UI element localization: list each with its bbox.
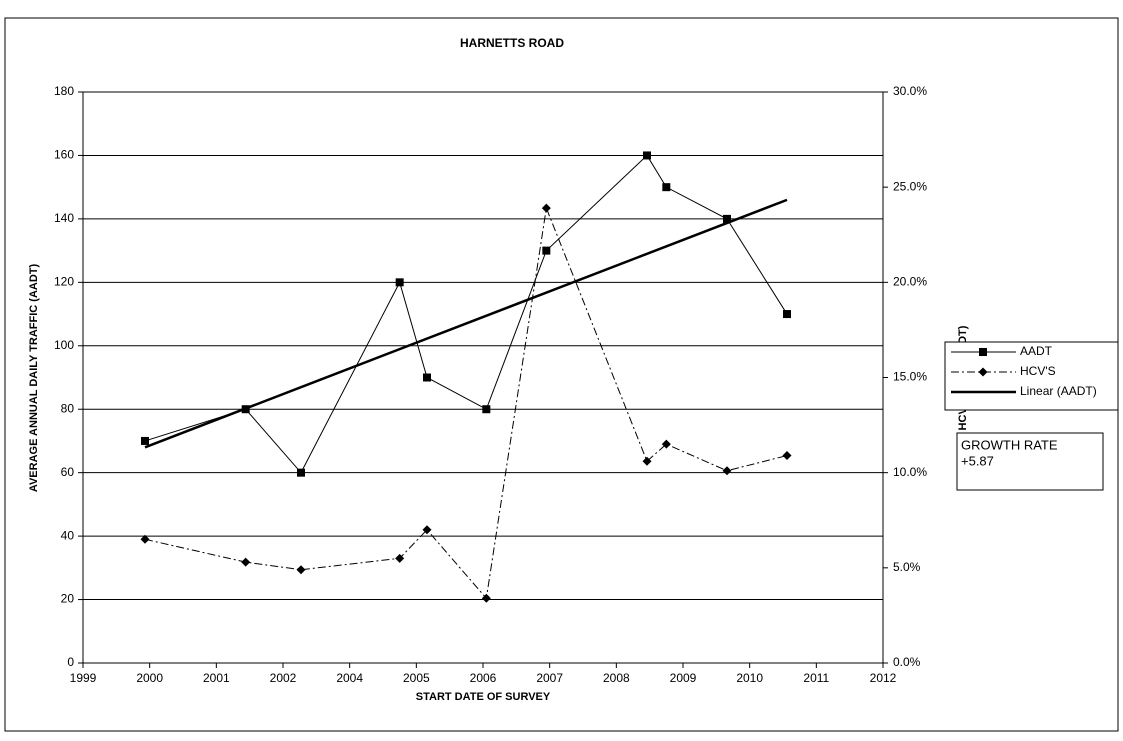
y2-tick-label: 15.0% [893,370,927,384]
x-tick-label: 2006 [470,671,497,685]
marker [296,565,306,575]
y-tick-label: 0 [67,655,74,669]
annotation-value: +5.87 [961,453,994,468]
legend-label: Linear (AADT) [1020,384,1097,398]
y-tick-label: 120 [54,275,74,289]
y2-tick-label: 30.0% [893,84,927,98]
marker [661,439,671,449]
x-tick-label: 2000 [136,671,163,685]
y-axis-label: AVERAGE ANNUAL DAILY TRAFFIC (AADT) [28,263,40,492]
y-tick-label: 40 [61,528,75,542]
y-tick-label: 160 [54,148,74,162]
marker [481,593,491,603]
marker [541,203,551,213]
marker [140,534,150,544]
x-tick-label: 2004 [336,671,363,685]
y2-tick-label: 20.0% [893,275,927,289]
marker [482,405,491,414]
series-line [144,198,788,449]
x-tick-label: 2008 [603,671,630,685]
marker [542,246,551,255]
legend [944,341,1119,411]
marker [722,466,732,476]
x-tick-label: 2010 [736,671,763,685]
x-tick-label: 2011 [803,671,829,685]
marker [395,278,404,287]
legend-label: AADT [1020,344,1053,358]
y-tick-label: 140 [54,211,74,225]
marker [241,557,251,567]
marker [723,214,731,223]
y2-tick-label: 0.0% [893,655,921,669]
y-tick-label: 100 [54,338,74,352]
x-tick-label: 2005 [403,671,430,685]
y-tick-label: 60 [61,465,75,479]
marker [643,151,651,160]
marker [395,553,405,563]
annotation-box [956,432,1104,491]
annotation-title: GROWTH RATE [961,437,1058,452]
marker [297,468,305,477]
chart-border [4,17,1119,732]
marker [978,367,988,377]
marker [141,436,149,445]
x-tick-label: 2012 [870,671,897,685]
x-axis-label: START DATE OF SURVEY [416,691,551,703]
marker [662,183,671,192]
y2-tick-label: 5.0% [893,560,921,574]
y2-tick-label: 25.0% [893,179,927,193]
marker [423,373,431,382]
y-tick-label: 20 [61,592,75,606]
x-tick-label: 2007 [536,671,563,685]
x-tick-label: 1999 [70,671,97,685]
y-tick-label: 80 [61,401,75,415]
legend-label: HCV'S [1020,364,1056,378]
marker [782,451,792,461]
y2-tick-label: 10.0% [893,465,927,479]
x-tick-label: 2009 [670,671,697,685]
marker [642,456,652,466]
y-tick-label: 180 [54,84,74,98]
marker [783,310,791,319]
marker [979,348,987,356]
marker [422,525,432,535]
chart-title: HARNETTS ROAD [460,36,564,50]
x-tick-label: 2001 [203,671,230,685]
x-tick-label: 2002 [270,671,297,685]
